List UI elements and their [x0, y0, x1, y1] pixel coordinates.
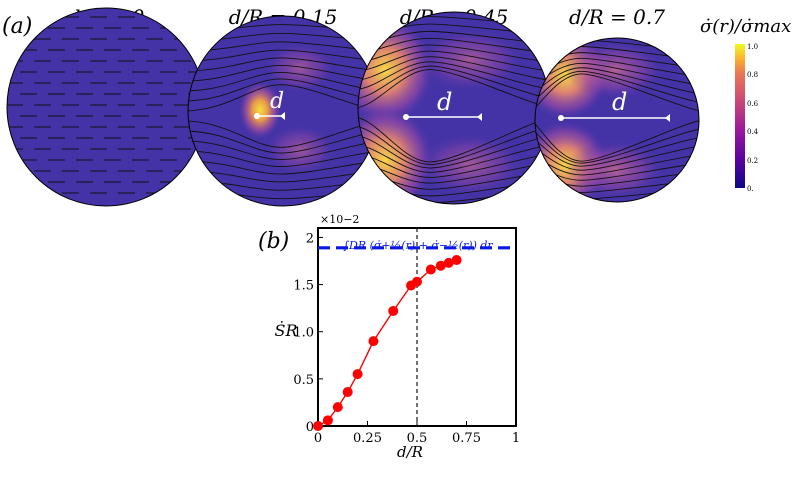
- colorbar-gradient: [735, 44, 745, 188]
- y-tick-label: 0: [306, 420, 314, 435]
- panel-title-3: d/R = 0.7: [569, 5, 665, 29]
- d-label-3: d: [612, 88, 627, 116]
- stream-line: [358, 144, 550, 173]
- center-point: [254, 113, 260, 119]
- disk-d015: d: [187, 15, 379, 207]
- stream-line: [358, 44, 550, 63]
- y-tick-label: 1.5: [293, 279, 314, 294]
- stream-line: [188, 130, 378, 154]
- data-point: [388, 305, 399, 316]
- stream-line: [358, 56, 550, 82]
- x-axis-label: d/R: [397, 443, 423, 461]
- y-tick-label: 2: [306, 231, 314, 246]
- colorbar-tick: 1.0: [747, 43, 758, 51]
- stream-line: [188, 140, 378, 160]
- data-point: [425, 264, 436, 275]
- stream-line: [535, 70, 699, 104]
- x-tick-label: 0.5: [407, 431, 428, 446]
- y-tick-label: 1.0: [293, 326, 314, 341]
- data-point: [451, 255, 462, 266]
- panel-b-label: (b): [258, 229, 289, 254]
- stream-line: [535, 119, 699, 162]
- reference-line-label: ∫DR (σ̇+½(r) + σ̇−½(r)) dr: [343, 239, 493, 252]
- d-label-1: d: [270, 89, 284, 114]
- stream-line: [188, 120, 378, 148]
- colorbar: σ̇(r)/σ̇max 1.0 0.8 0.6 0.4 0.2 0.: [700, 16, 791, 193]
- stream-line: [188, 49, 378, 62]
- stream-line: [535, 128, 699, 164]
- panel-a-label: (a): [2, 14, 32, 39]
- data-point: [412, 276, 422, 287]
- stream-line: [358, 125, 550, 165]
- stream-line: [358, 153, 550, 178]
- stream-line: [188, 57, 378, 72]
- stream-line: [188, 84, 378, 112]
- stream-line: [188, 150, 378, 168]
- data-point: [435, 260, 446, 271]
- stream-line: [358, 116, 550, 163]
- d-label-2: d: [437, 88, 452, 116]
- stream-line: [358, 134, 550, 169]
- colorbar-tick: 0.2: [747, 157, 758, 165]
- stream-line: [358, 65, 550, 100]
- colorbar-tick: 0.: [747, 185, 754, 193]
- center-point: [558, 115, 564, 121]
- stream-line: [535, 136, 699, 167]
- y-axis-label: ṠR: [274, 320, 297, 340]
- stream-line: [188, 64, 378, 82]
- chart-b: ×10−2 d/R ṠR ∫DR (σ̇+½(r) + σ̇−½(r)) dr …: [274, 213, 520, 461]
- colorbar-tick: 0.4: [747, 128, 759, 136]
- disk-d07: d: [534, 37, 700, 203]
- data-point: [443, 257, 454, 268]
- y-tick-label: 0.5: [293, 373, 314, 388]
- data-point: [368, 336, 379, 347]
- stream-line: [358, 50, 550, 72]
- data-point: [313, 421, 323, 431]
- data-point: [332, 402, 343, 413]
- disk-d0: [6, 7, 206, 207]
- scale-label: ×10−2: [320, 213, 359, 226]
- stream-line: [188, 160, 378, 175]
- stream-line: [188, 78, 378, 102]
- stream-line: [188, 72, 378, 92]
- stream-line: [358, 61, 550, 91]
- stream-line: [358, 69, 550, 109]
- disk-d045: d: [357, 11, 551, 205]
- series-line: [317, 259, 457, 427]
- x-tick-label: 1: [512, 431, 520, 446]
- center-point: [403, 114, 409, 120]
- data-point: [322, 415, 333, 426]
- colorbar-label: σ̇(r)/σ̇max: [700, 16, 791, 37]
- colorbar-tick: 0.8: [747, 71, 758, 79]
- stream-line: [535, 73, 699, 112]
- x-tick-label: 0.25: [353, 431, 382, 446]
- x-tick-label: 0.75: [452, 431, 481, 446]
- data-point: [352, 369, 363, 380]
- data-point: [342, 387, 353, 398]
- colorbar-tick: 0.6: [747, 100, 759, 108]
- x-tick-label: 0: [314, 431, 322, 446]
